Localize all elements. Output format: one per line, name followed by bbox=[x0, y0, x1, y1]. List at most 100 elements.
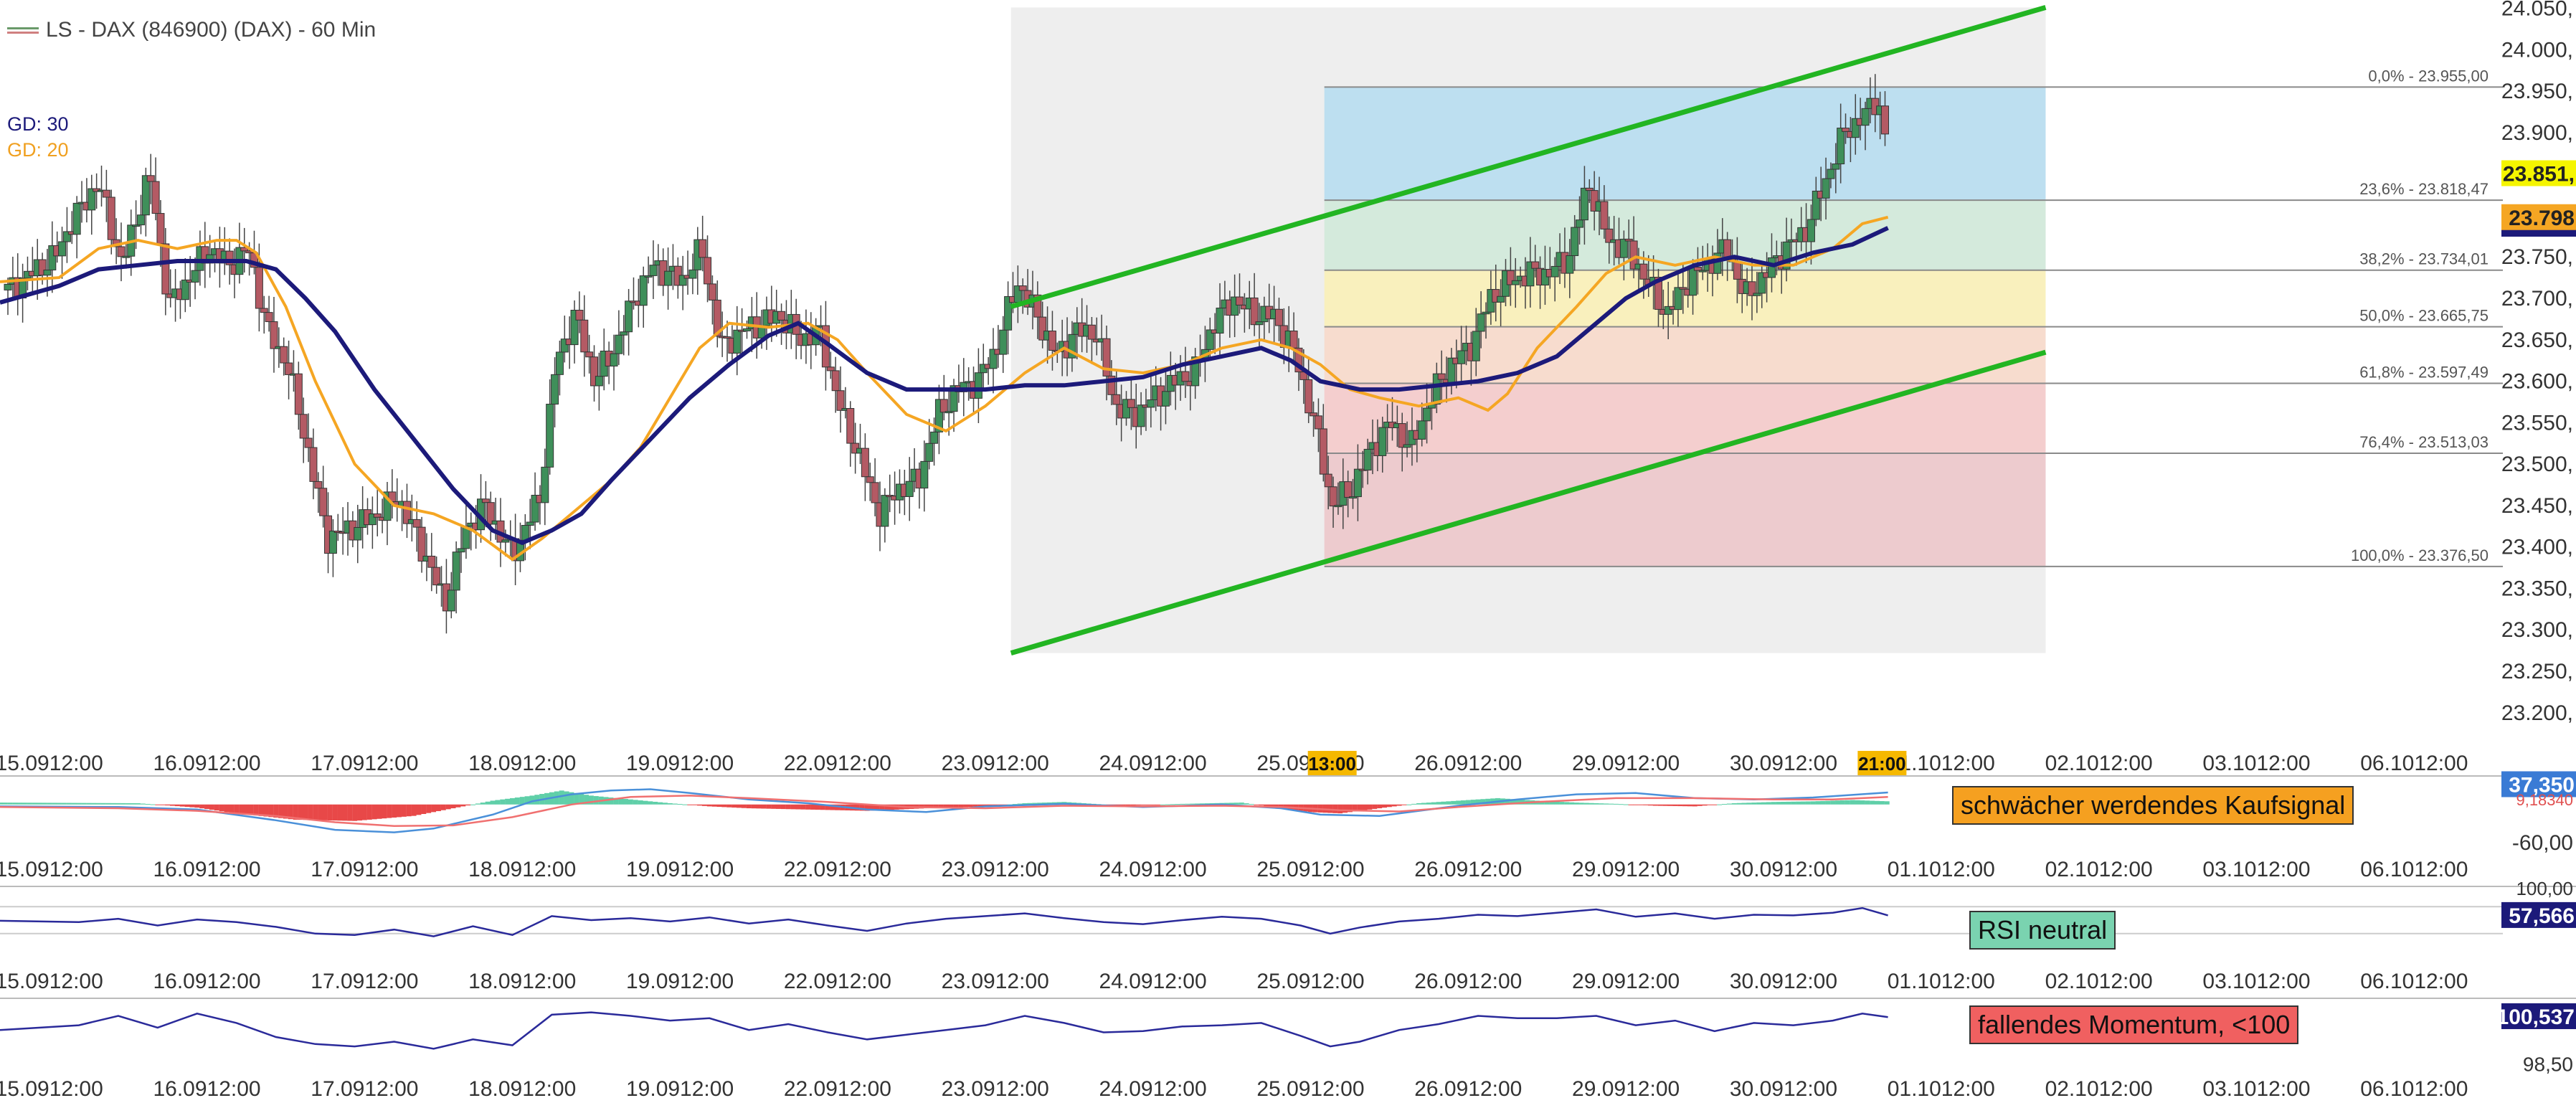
macd-histogram-bar bbox=[1362, 804, 1368, 810]
macd-histogram-bar bbox=[1830, 800, 1836, 805]
candle-body bbox=[960, 382, 968, 392]
macd-histogram-bar bbox=[105, 803, 111, 805]
candle-body bbox=[1068, 333, 1076, 359]
x-tick-label-main: 23.0912:00 bbox=[942, 752, 1049, 775]
x-tick-label-main: 15.0912:00 bbox=[0, 752, 103, 775]
macd-histogram-bar bbox=[505, 798, 511, 805]
candle bbox=[1457, 326, 1466, 382]
fib-level-label: 76,4% - 23.513,03 bbox=[2359, 433, 2489, 451]
macd-histogram-bar bbox=[12, 803, 18, 805]
macd-histogram-bar bbox=[509, 797, 515, 805]
candle-body bbox=[43, 269, 52, 276]
candle-body bbox=[925, 442, 934, 462]
candle-body bbox=[831, 370, 840, 392]
candle bbox=[102, 169, 110, 222]
macd-histogram-bar bbox=[879, 804, 885, 810]
candle bbox=[1310, 401, 1318, 437]
macd-signal-value-tag: 9,18340 bbox=[2516, 791, 2573, 809]
macd-histogram-bar bbox=[1244, 803, 1249, 805]
macd-histogram-bar bbox=[1726, 803, 1732, 805]
x-tick-label-macd: 03.1012:00 bbox=[2202, 858, 2310, 881]
x-tick-label-momentum: 30.0912:00 bbox=[1730, 1077, 1837, 1101]
macd-histogram-bar bbox=[1815, 801, 1821, 805]
candle-body bbox=[615, 334, 623, 354]
macd-histogram-bar bbox=[1756, 802, 1762, 805]
macd-histogram-bar bbox=[701, 804, 707, 806]
candle-body bbox=[625, 300, 633, 333]
macd-histogram-bar bbox=[988, 804, 993, 806]
candle-body bbox=[1477, 313, 1485, 332]
candle-body bbox=[1018, 285, 1027, 291]
macd-histogram-bar bbox=[1120, 804, 1126, 806]
macd-histogram-bar bbox=[500, 799, 506, 805]
candle-body bbox=[934, 399, 943, 432]
macd-histogram-bar bbox=[450, 804, 456, 809]
candle-body bbox=[846, 408, 855, 444]
candle-body bbox=[1540, 269, 1549, 285]
y-tick-label: 23.600, bbox=[2501, 370, 2573, 394]
candle bbox=[881, 488, 889, 543]
candle bbox=[452, 541, 460, 614]
macd-histogram-bar bbox=[766, 804, 772, 809]
candle-body bbox=[620, 331, 628, 336]
macd-histogram-bar bbox=[293, 804, 298, 820]
macd-histogram-bar bbox=[1677, 804, 1683, 807]
candle-body bbox=[570, 309, 579, 346]
candle-body bbox=[146, 175, 155, 182]
candle-body bbox=[181, 279, 189, 300]
macd-histogram-bar bbox=[1441, 801, 1446, 805]
macd-histogram-bar bbox=[2, 803, 8, 805]
candle bbox=[1349, 478, 1358, 509]
macd-y-tick-label: -60,00 bbox=[2512, 831, 2573, 855]
macd-histogram-bar bbox=[1249, 804, 1254, 805]
macd-histogram-bar bbox=[308, 804, 313, 820]
macd-signal-label: schwächer werdendes Kaufsignal bbox=[1952, 786, 2354, 825]
macd-histogram-bar bbox=[638, 800, 643, 805]
macd-histogram-bar bbox=[648, 801, 653, 805]
macd-histogram-bar bbox=[628, 799, 633, 805]
candle-body bbox=[1432, 373, 1441, 405]
candle-body bbox=[610, 353, 618, 366]
macd-histogram-bar bbox=[1702, 804, 1708, 806]
candle bbox=[1590, 171, 1599, 231]
macd-histogram-bar bbox=[1480, 799, 1486, 805]
macd-histogram-bar bbox=[1800, 801, 1806, 805]
candle bbox=[235, 222, 244, 284]
macd-histogram-bar bbox=[440, 804, 446, 810]
candle bbox=[989, 328, 998, 394]
candle-body bbox=[161, 243, 170, 295]
candle-body bbox=[871, 482, 879, 503]
candle-body bbox=[117, 246, 126, 257]
candle bbox=[925, 419, 934, 470]
candle bbox=[1437, 350, 1446, 404]
candle bbox=[1004, 281, 1013, 355]
macd-histogram-bar bbox=[1583, 803, 1589, 805]
macd-histogram-bar bbox=[1594, 803, 1599, 805]
x-tick-label-main: 30.0912:00 bbox=[1730, 752, 1837, 775]
candle-body bbox=[1511, 280, 1520, 285]
x-tick-label-macd: 16.0912:00 bbox=[153, 858, 260, 881]
candle-body bbox=[541, 466, 549, 503]
candle-body bbox=[1629, 240, 1638, 270]
fib-band bbox=[1324, 200, 2046, 270]
y-tick-label: 23.650, bbox=[2501, 328, 2573, 352]
candle bbox=[792, 298, 800, 359]
candle-body bbox=[501, 539, 510, 543]
candle bbox=[319, 465, 328, 528]
candle-body bbox=[1206, 329, 1214, 350]
candle-body bbox=[1827, 169, 1835, 179]
candle-body bbox=[4, 283, 12, 290]
candle bbox=[98, 165, 106, 207]
macd-histogram-bar bbox=[928, 804, 934, 808]
macd-value-tag: 37,350 bbox=[2501, 771, 2576, 797]
macd-histogram-bar bbox=[268, 804, 274, 818]
candle-body bbox=[1624, 238, 1633, 242]
macd-histogram-bar bbox=[1609, 803, 1614, 805]
candle-body bbox=[1289, 331, 1298, 349]
macd-line bbox=[0, 788, 1888, 833]
macd-histogram-bar bbox=[519, 797, 525, 805]
macd-histogram-bar bbox=[1771, 802, 1776, 805]
macd-histogram-bar bbox=[1421, 803, 1426, 805]
rsi-value-tag: 57,566 bbox=[2501, 901, 2576, 928]
